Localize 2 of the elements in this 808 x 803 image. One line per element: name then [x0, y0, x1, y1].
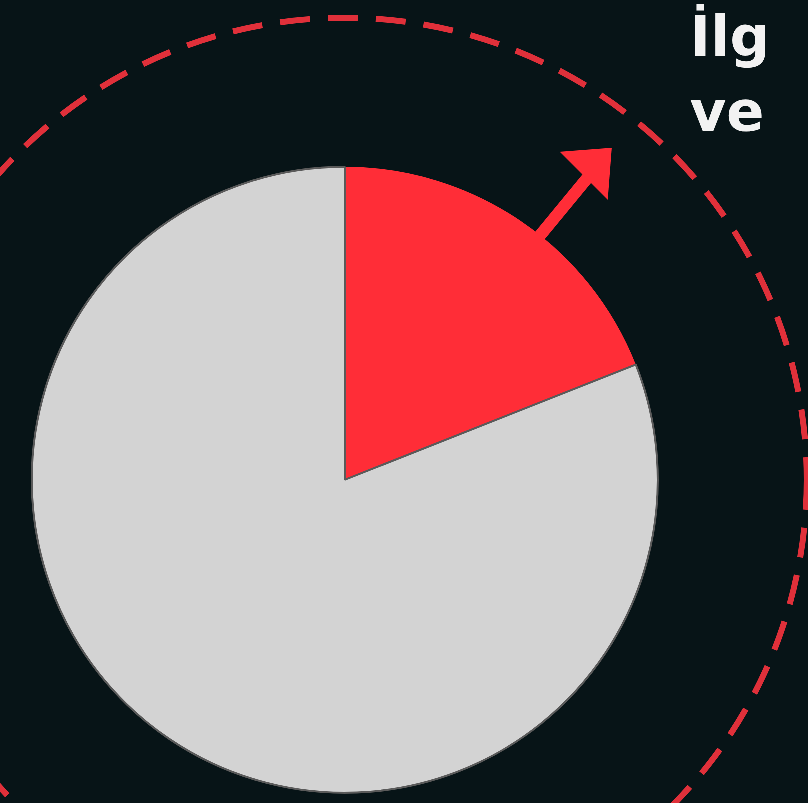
text: ve	[690, 80, 764, 145]
text: İlg	[690, 5, 770, 70]
